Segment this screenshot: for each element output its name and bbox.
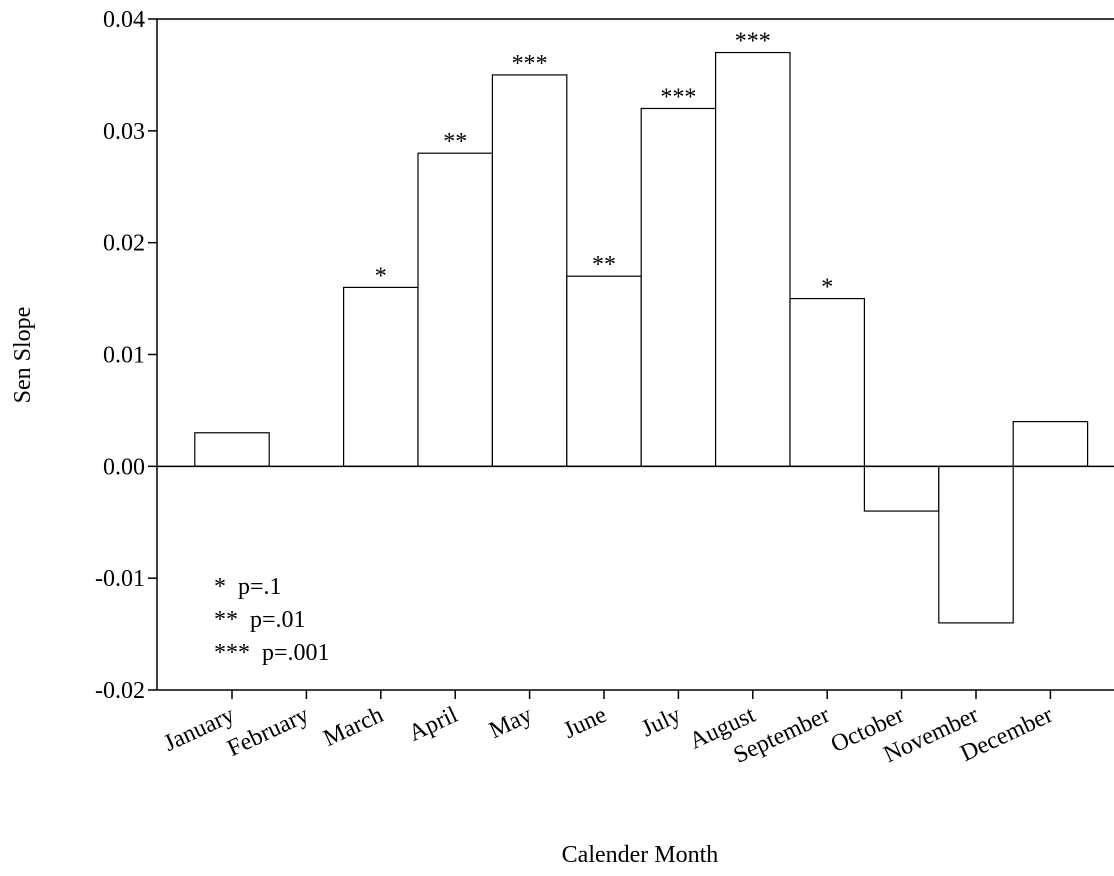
- legend-note: ** p=.01: [214, 607, 306, 633]
- legend-note: * p=.1: [214, 574, 282, 600]
- y-tick-label: -0.01: [95, 566, 145, 592]
- x-tick-label: April: [405, 702, 462, 747]
- x-tick-label: July: [638, 702, 685, 742]
- significance-label: **: [592, 252, 616, 278]
- x-tick-label: May: [485, 702, 536, 744]
- x-axis-title: Calender Month: [562, 842, 719, 868]
- significance-label: ***: [735, 29, 771, 55]
- y-axis-title: Sen Slope: [10, 307, 36, 404]
- y-tick-label: -0.02: [95, 678, 145, 704]
- y-tick-label: 0.01: [103, 343, 145, 369]
- x-tick-label: March: [320, 702, 388, 752]
- bar: [1012, 421, 1089, 467]
- legend-note: *** p=.001: [214, 640, 330, 666]
- significance-label: *: [375, 263, 387, 289]
- y-tick-label: 0.03: [103, 119, 145, 145]
- bar: [566, 275, 642, 467]
- bar: [194, 432, 270, 467]
- significance-label: ***: [660, 84, 696, 110]
- x-tick-label: January: [160, 702, 239, 757]
- bar: [343, 286, 419, 467]
- x-tick-label: February: [223, 702, 313, 762]
- bar: [938, 465, 1014, 624]
- bar: [640, 107, 717, 467]
- y-tick-label: 0.02: [103, 231, 145, 257]
- bar: [789, 297, 866, 467]
- significance-label: *: [821, 275, 833, 301]
- bar: [863, 465, 940, 512]
- bar: [417, 152, 494, 467]
- bar: [714, 51, 791, 467]
- significance-label: **: [443, 129, 467, 155]
- significance-label: ***: [512, 51, 548, 77]
- y-tick-label: 0.04: [103, 7, 145, 33]
- y-tick-label: 0.00: [103, 454, 145, 480]
- x-tick-label: June: [560, 702, 611, 744]
- bar: [491, 74, 568, 467]
